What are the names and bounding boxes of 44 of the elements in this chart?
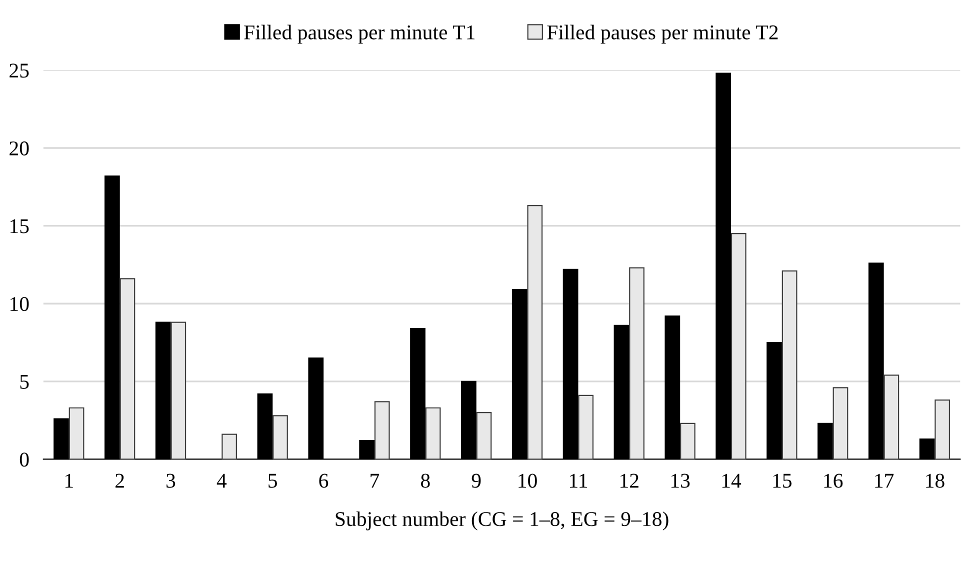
legend-label: Filled pauses per minute T2: [547, 24, 778, 44]
x-tick-label: 2: [116, 474, 124, 488]
y-tick-label: 15: [10, 219, 29, 234]
y-tick-label: 25: [10, 64, 29, 78]
x-tick-label: 3: [166, 474, 176, 488]
legend-label: Filled pauses per minute T1: [244, 24, 475, 44]
x-tick-label: 7: [370, 474, 380, 488]
bar: [120, 278, 136, 460]
x-tick-label: 8: [420, 474, 430, 488]
x-tick-label: 17: [875, 474, 894, 488]
bar: [680, 422, 696, 460]
x-tick-label: 6: [319, 474, 328, 488]
y-tick-label: 10: [10, 296, 29, 312]
bar: [170, 322, 186, 460]
bar: [527, 205, 543, 460]
x-tick-label: 16: [824, 474, 843, 488]
bar: [782, 270, 798, 460]
bar: [476, 412, 492, 460]
x-tick-label: 1: [66, 474, 73, 488]
bar: [425, 407, 441, 460]
x-tick-label: 12: [620, 474, 638, 488]
bar: [272, 415, 288, 460]
x-tick-label: 18: [926, 474, 944, 488]
y-tick-label: 0: [20, 452, 29, 467]
bar: [374, 401, 390, 460]
bar: [578, 394, 594, 460]
bar: [629, 267, 644, 460]
x-tick-label: 13: [671, 474, 690, 488]
x-tick-label: 14: [722, 474, 742, 488]
bar: [884, 374, 900, 460]
x-tick-label: 10: [518, 474, 537, 488]
x-tick-label: 9: [472, 474, 481, 488]
y-tick-label: 5: [20, 375, 29, 389]
x-tick-label: 11: [570, 474, 587, 488]
bar: [832, 387, 848, 460]
bar: [730, 233, 746, 460]
x-tick-label: 15: [773, 474, 792, 488]
bar: [68, 407, 84, 460]
x-tick-label: 4: [216, 474, 227, 488]
x-tick-label: 5: [268, 474, 278, 488]
x-axis-title: Subject number (CG = 1–8, EG = 9–18): [336, 511, 668, 530]
y-tick-label: 20: [10, 141, 29, 156]
bar: [934, 400, 950, 460]
bar: [222, 434, 238, 460]
